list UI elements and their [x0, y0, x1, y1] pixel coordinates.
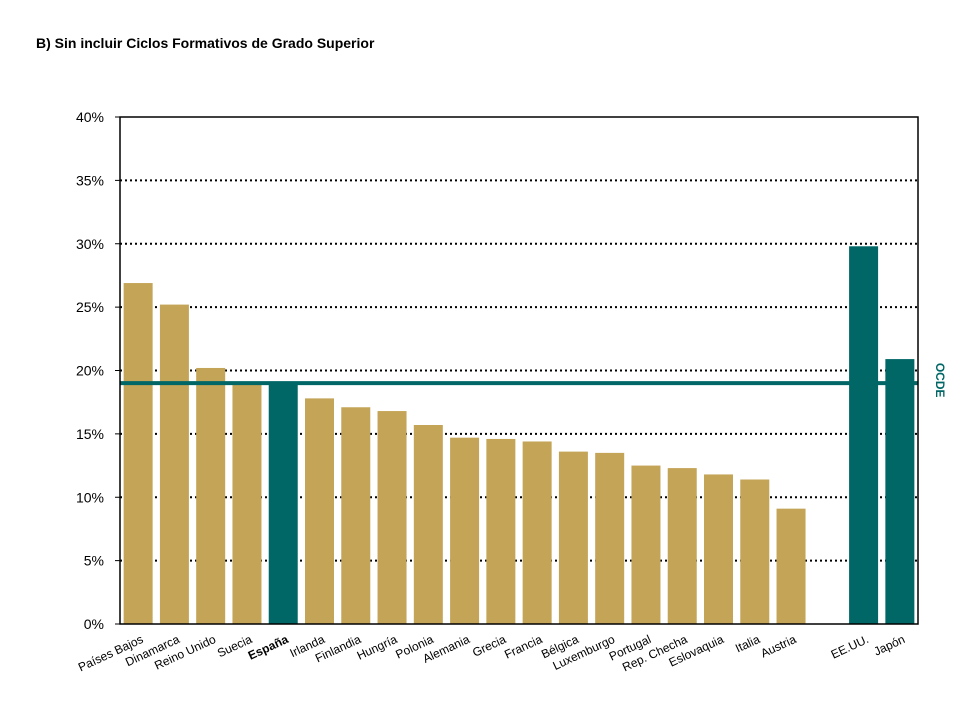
- bar-grecia: [486, 438, 516, 624]
- x-tick-label: Japón: [872, 632, 908, 659]
- x-tick-label: Austria: [759, 632, 799, 661]
- bar-francia: [522, 441, 552, 624]
- y-tick-label: 30%: [76, 236, 104, 252]
- x-tick-label: Italia: [733, 632, 762, 656]
- bar-italia: [740, 479, 770, 624]
- bar-reino-unido: [196, 367, 226, 624]
- bars: [123, 246, 915, 624]
- bar-portugal: [631, 465, 661, 624]
- bar-finlandia: [341, 407, 371, 624]
- x-tick-label: España: [246, 632, 291, 663]
- bar-polonia: [413, 425, 443, 624]
- y-tick-label: 10%: [76, 489, 104, 505]
- y-tick-label: 25%: [76, 299, 104, 315]
- chart-title: B) Sin incluir Ciclos Formativos de Grad…: [36, 35, 375, 51]
- y-tick-label: 20%: [76, 363, 104, 379]
- y-tick-label: 5%: [84, 553, 104, 569]
- y-tick-label: 15%: [76, 426, 104, 442]
- bar-suecia: [232, 383, 262, 624]
- x-tick-label: Francia: [502, 632, 544, 662]
- bar-b-lgica: [558, 451, 588, 624]
- ocde-reference: OCDE: [120, 363, 947, 398]
- x-tick-label: Hungría: [355, 632, 400, 663]
- bar-dinamarca: [159, 304, 189, 624]
- ocde-label: OCDE: [933, 363, 947, 398]
- y-axis: 0% 5% 10% 15% 20% 25% 30% 35% 40%: [76, 109, 120, 632]
- plot-frame: [119, 116, 919, 625]
- bar-alemania: [450, 437, 480, 624]
- bar-espa-a: [268, 383, 298, 624]
- x-tick-label: Grecia: [470, 632, 508, 660]
- bar-irlanda: [305, 398, 334, 624]
- bar-eslovaquia: [704, 474, 733, 624]
- bar-ee-uu-: [849, 246, 879, 624]
- y-tick-label: 40%: [76, 109, 104, 125]
- bar-jap-n: [885, 359, 915, 624]
- y-tick-label: 35%: [76, 172, 104, 188]
- bar-luxemburgo: [595, 452, 625, 624]
- bar-hungr-a: [377, 411, 407, 624]
- y-tick-label: 0%: [84, 616, 104, 632]
- x-tick-label: EE.UU.: [829, 632, 871, 662]
- bar-pa-ses-bajos: [123, 283, 153, 624]
- bar-austria: [776, 508, 806, 624]
- bar-rep-checha: [667, 468, 697, 624]
